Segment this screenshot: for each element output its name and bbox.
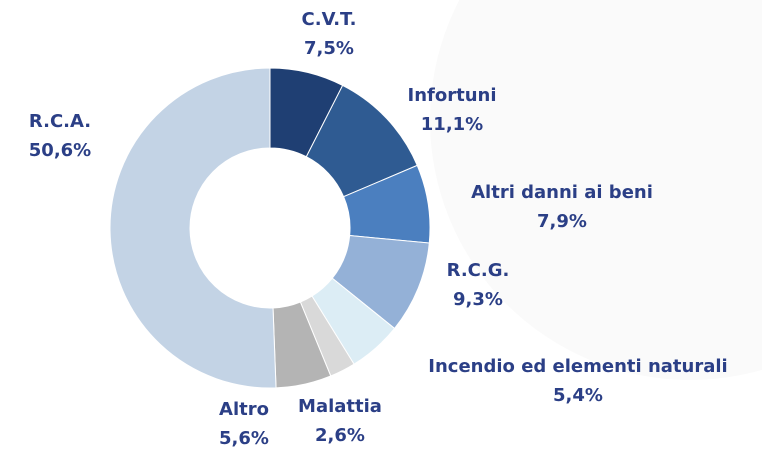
value-label: 50,6% (29, 140, 91, 161)
watermark (430, 0, 762, 380)
value-label: 2,6% (315, 425, 365, 446)
slice-label: Malattia (298, 396, 382, 417)
slice-label: C.V.T. (302, 9, 357, 30)
slice-label: Altri danni ai beni (471, 182, 653, 203)
value-label: 7,5% (304, 38, 354, 59)
slice-label: R.C.A. (29, 111, 91, 132)
slice-label: R.C.G. (447, 260, 510, 281)
value-label: 11,1% (421, 114, 483, 135)
slice-label: Incendio ed elementi naturali (428, 356, 727, 377)
value-label: 9,3% (453, 289, 503, 310)
slice-label: Infortuni (408, 85, 497, 106)
slice-label: Altro (219, 399, 269, 420)
value-label: 7,9% (537, 211, 587, 232)
value-label: 5,6% (219, 428, 269, 449)
donut-slice (109, 67, 277, 389)
value-label: 5,4% (553, 385, 603, 406)
